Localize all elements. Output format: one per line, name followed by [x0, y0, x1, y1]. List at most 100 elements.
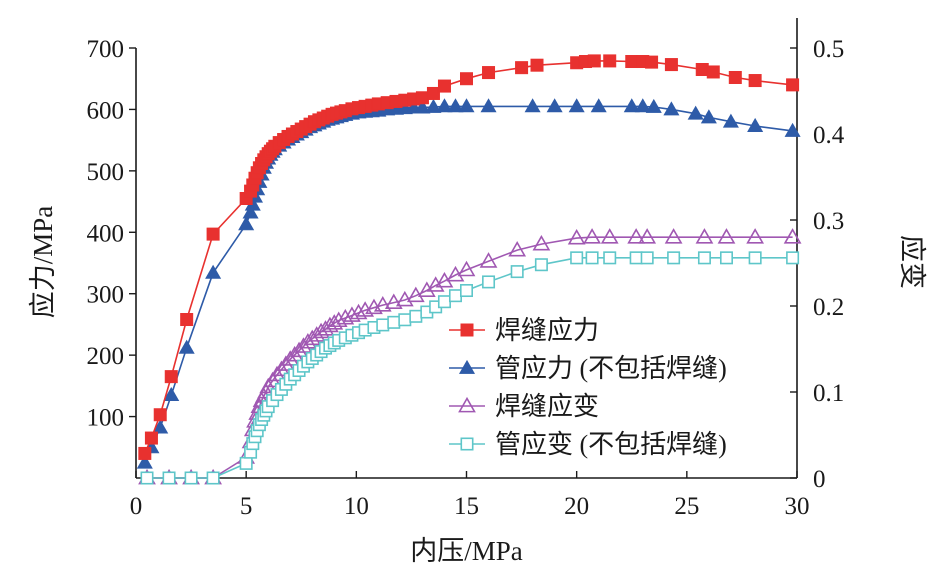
data-point-pipe-strain: [162, 471, 176, 485]
y-left-axis-title: 应力/MPa: [28, 206, 58, 319]
data-point-weld-stress: [415, 91, 429, 105]
y-left-tick-label: 200: [87, 343, 125, 370]
data-point-weld-stress: [625, 55, 639, 69]
legend-label-pipe-stress: 管应力 (不包括焊缝): [495, 354, 727, 383]
data-point-pipe-strain: [534, 258, 548, 272]
axis-ticks: 0 5 10 15 20 25 30 100 200 300 400 500 600 700 0 0.1 0.2…: [87, 36, 845, 520]
y-right-axis-title: 应变: [897, 235, 927, 289]
data-point-weld-stress: [645, 55, 659, 69]
y-left-tick-label: 500: [87, 159, 125, 186]
data-point-pipe-stress: [205, 264, 222, 279]
x-tick-label: 5: [240, 493, 253, 520]
data-point-pipe-strain: [510, 265, 524, 279]
data-point-pipe-stress: [238, 216, 255, 231]
series-pipe-stress: [136, 98, 801, 469]
legend-marker-shape: [458, 359, 476, 374]
data-point-weld-strain: [395, 290, 414, 307]
legend-marker-pipe-strain: [460, 437, 474, 451]
y-left-tick-label: 100: [87, 405, 125, 432]
data-point-weld-strain: [638, 228, 657, 244]
y-left-tick-label: 300: [87, 282, 125, 309]
x-tick-label: 15: [454, 493, 479, 520]
data-point-pipe-strain: [184, 471, 198, 485]
data-point-pipe-strain: [603, 251, 617, 265]
data-point-weld-strain: [600, 228, 619, 244]
legend-marker-shape: [460, 323, 474, 337]
data-point-weld-strain: [532, 234, 551, 251]
y-left-tick-label: 600: [87, 97, 125, 124]
data-point-weld-strain: [276, 355, 295, 371]
data-point-weld-strain: [783, 228, 802, 244]
data-point-weld-strain: [343, 306, 361, 322]
data-point-pipe-strain: [239, 456, 253, 470]
data-point-weld-strain: [508, 240, 527, 257]
y-right-tick-label: 0.1: [813, 380, 844, 407]
data-point-weld-strain: [695, 228, 714, 244]
data-point-weld-stress: [138, 446, 152, 460]
data-point-pipe-stress: [425, 98, 442, 113]
data-point-pipe-strain: [206, 471, 220, 485]
x-axis-title: 内压/MPa: [410, 536, 523, 566]
data-point-pipe-stress: [136, 454, 153, 469]
data-point-weld-stress: [786, 78, 800, 92]
data-point-weld-strain: [479, 252, 498, 268]
legend-item-weld-strain: 焊缝应变: [449, 392, 599, 421]
data-series: [136, 54, 802, 485]
data-point-pipe-stress: [722, 113, 739, 128]
data-point-weld-strain: [384, 293, 403, 309]
data-point-weld-strain: [583, 228, 601, 244]
legend-marker-weld-strain: [458, 396, 476, 413]
data-point-pipe-stress: [524, 98, 541, 113]
data-point-weld-strain: [567, 228, 586, 245]
plot-frame: [135, 18, 798, 479]
data-point-weld-strain: [664, 228, 683, 244]
data-point-pipe-strain: [786, 251, 800, 265]
data-point-weld-stress: [515, 61, 529, 75]
legend-label-weld-stress: 焊缝应力: [495, 316, 599, 345]
data-point-pipe-strain: [448, 289, 462, 303]
y-right-tick-label: 0.4: [813, 122, 845, 149]
x-tick-label: 30: [785, 493, 810, 520]
data-point-pipe-stress: [590, 98, 607, 113]
data-point-pipe-stress: [163, 386, 180, 401]
legend-label-pipe-strain: 管应变 (不包括焊缝): [495, 430, 727, 459]
y-left-tick-label: 400: [87, 220, 125, 247]
data-point-weld-stress: [695, 62, 709, 76]
data-point-pipe-stress: [700, 109, 717, 124]
y-right-tick-label: 0.2: [813, 294, 844, 321]
data-point-weld-stress: [706, 65, 720, 79]
data-point-pipe-stress: [447, 98, 464, 113]
data-point-pipe-strain: [697, 251, 711, 265]
legend-item-pipe-strain: 管应变 (不包括焊缝): [449, 430, 727, 459]
data-point-pipe-stress: [634, 98, 651, 113]
legend-item-pipe-stress: 管应力 (不包括焊缝): [449, 354, 727, 383]
y-right-tick-label: 0.3: [813, 208, 844, 235]
data-point-weld-stress: [728, 70, 742, 84]
legend: 焊缝应力 管应力 (不包括焊缝) 焊缝应变 管应变 (不包括焊缝): [449, 316, 727, 459]
data-point-pipe-strain: [409, 309, 423, 323]
data-point-weld-strain: [426, 276, 445, 292]
data-point-weld-stress: [437, 79, 451, 93]
data-point-weld-strain: [268, 365, 286, 382]
data-point-weld-strain: [349, 303, 368, 320]
data-point-pipe-stress: [436, 98, 453, 113]
data-point-pipe-stress: [623, 98, 640, 113]
data-point-weld-stress: [664, 58, 678, 72]
data-point-pipe-stress: [480, 98, 497, 113]
data-point-weld-strain: [373, 296, 392, 312]
data-point-weld-stress: [459, 72, 473, 86]
data-point-weld-stress: [180, 313, 194, 327]
legend-label-weld-strain: 焊缝应变: [495, 392, 599, 421]
x-tick-label: 10: [344, 493, 369, 520]
data-point-weld-strain: [272, 360, 291, 377]
data-point-pipe-strain: [667, 251, 681, 265]
data-point-pipe-stress: [414, 99, 431, 114]
legend-marker-shape: [460, 437, 474, 451]
data-point-weld-strain: [717, 228, 736, 244]
data-point-weld-stress: [426, 86, 440, 100]
data-point-weld-stress: [748, 74, 762, 88]
data-point-pipe-stress: [568, 98, 585, 113]
data-point-pipe-strain: [437, 295, 451, 309]
data-point-weld-strain: [406, 286, 425, 303]
data-point-pipe-strain: [140, 471, 154, 485]
